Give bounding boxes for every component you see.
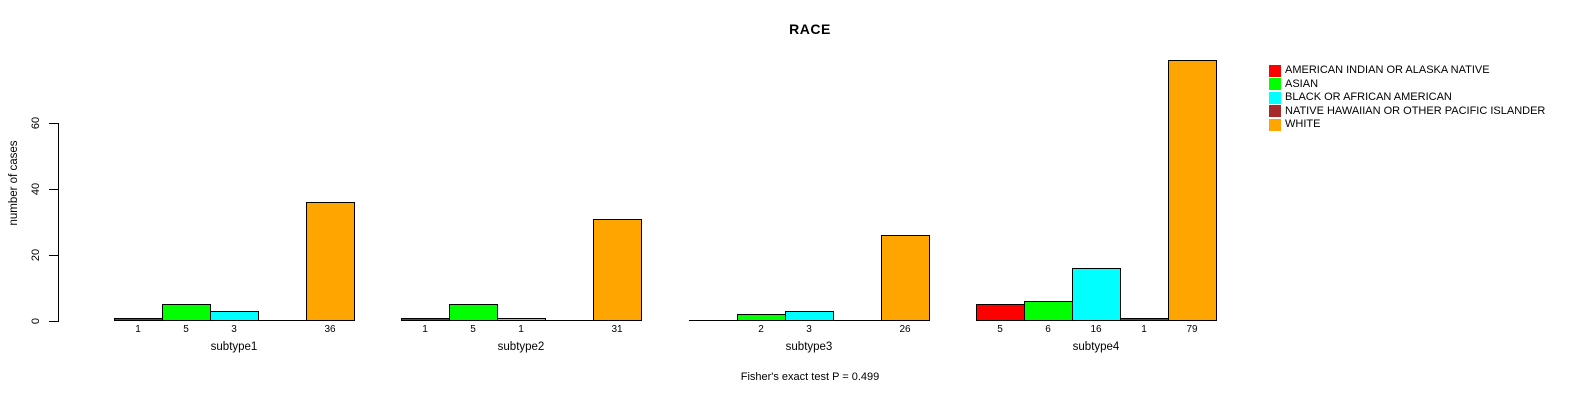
y-axis-line	[58, 123, 59, 322]
legend-swatch	[1269, 91, 1281, 104]
bar-value-label: 3	[806, 324, 812, 335]
bar-value-label: 5	[470, 324, 476, 335]
y-tick-label: 0	[30, 317, 42, 325]
bar-value-label: 1	[422, 324, 428, 335]
y-tick	[49, 189, 58, 190]
bar-value-label: 2	[758, 324, 764, 335]
bar	[210, 311, 259, 321]
y-tick	[49, 321, 58, 322]
bar	[1168, 60, 1217, 321]
zero-bar	[258, 320, 307, 321]
bar	[785, 311, 834, 321]
bar	[114, 318, 163, 321]
legend-label: AMERICAN INDIAN OR ALASKA NATIVE	[1285, 64, 1490, 76]
bar	[306, 202, 355, 321]
legend-label: WHITE	[1285, 118, 1321, 131]
chart-title: RACE	[789, 21, 831, 37]
zero-bar	[545, 320, 594, 321]
bar	[737, 314, 786, 321]
y-axis-label: number of cases	[8, 140, 20, 226]
bar-value-label: 5	[997, 324, 1003, 335]
bar-value-label: 1	[518, 324, 524, 335]
bar-value-label: 1	[1141, 324, 1147, 335]
bar-value-label: 5	[183, 324, 189, 335]
y-tick	[49, 255, 58, 256]
legend-swatch	[1269, 118, 1281, 131]
legend-swatch	[1269, 105, 1281, 118]
bar	[1120, 318, 1169, 321]
bar-value-label: 26	[899, 324, 911, 335]
bar	[449, 304, 498, 321]
category-label: subtype3	[785, 341, 833, 353]
bar	[162, 304, 211, 321]
bar	[401, 318, 450, 321]
bar-value-label: 16	[1090, 324, 1102, 335]
bar-value-label: 79	[1186, 324, 1198, 335]
y-tick-label: 20	[30, 248, 42, 262]
y-tick	[49, 123, 58, 124]
bar-value-label: 36	[324, 324, 336, 335]
footer-stat: Fisher's exact test P = 0.499	[740, 371, 880, 383]
bar	[1072, 268, 1121, 321]
bar	[497, 318, 546, 321]
bar	[593, 219, 642, 321]
bar-value-label: 6	[1045, 324, 1051, 335]
bar	[1024, 301, 1073, 321]
legend-label: NATIVE HAWAIIAN OR OTHER PACIFIC ISLANDE…	[1285, 104, 1546, 117]
zero-bar	[689, 320, 738, 321]
category-label: subtype1	[210, 341, 258, 353]
legend-swatch	[1269, 78, 1281, 91]
bar	[881, 235, 930, 321]
bar-value-label: 1	[135, 324, 141, 335]
y-tick-label: 60	[30, 116, 42, 130]
bar-value-label: 3	[231, 324, 237, 335]
bar	[976, 304, 1025, 321]
bar-value-label: 31	[611, 324, 623, 335]
legend-label: ASIAN	[1285, 77, 1319, 90]
category-label: subtype4	[1072, 341, 1120, 353]
y-tick-label: 40	[30, 182, 42, 196]
zero-bar	[833, 320, 882, 321]
legend-swatch	[1269, 64, 1281, 77]
legend-label: BLACK OR AFRICAN AMERICAN	[1285, 91, 1452, 104]
category-label: subtype2	[497, 341, 545, 353]
